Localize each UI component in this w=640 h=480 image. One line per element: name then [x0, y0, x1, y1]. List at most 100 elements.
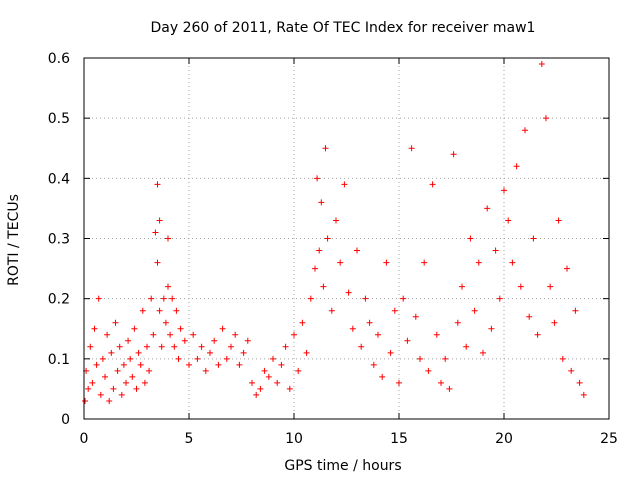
x-tick-label: 0	[80, 431, 89, 447]
data-point	[85, 385, 92, 392]
data-point	[568, 367, 575, 374]
data-point	[167, 331, 174, 338]
data-point	[265, 373, 272, 380]
data-point	[484, 205, 491, 212]
data-point	[240, 349, 247, 356]
y-tick-label: 0.5	[48, 111, 70, 127]
data-point	[417, 355, 423, 362]
data-point	[370, 361, 377, 368]
data-point	[106, 397, 113, 404]
data-point	[345, 289, 352, 296]
data-point	[362, 295, 369, 302]
data-point	[154, 181, 161, 188]
data-point	[391, 307, 398, 314]
data-point	[429, 181, 436, 188]
data-point	[488, 325, 495, 332]
data-point	[198, 343, 205, 350]
data-point	[454, 319, 461, 326]
data-point	[158, 343, 165, 350]
data-point	[186, 361, 192, 368]
data-point	[580, 391, 587, 398]
data-point	[104, 331, 111, 338]
data-point	[146, 367, 153, 374]
data-point	[228, 343, 234, 350]
data-point	[165, 235, 171, 242]
data-point	[194, 355, 201, 362]
data-point	[433, 331, 440, 338]
data-point	[379, 373, 386, 380]
data-point	[307, 295, 314, 302]
data-point	[312, 265, 318, 272]
x-tick-label: 15	[390, 431, 408, 447]
data-point	[169, 295, 176, 302]
data-point	[375, 331, 381, 338]
data-point	[253, 391, 260, 398]
data-point	[165, 283, 171, 290]
grid-lines	[84, 58, 609, 419]
data-point	[471, 307, 478, 314]
data-point	[291, 331, 297, 338]
x-tick-label: 5	[185, 431, 194, 447]
data-point	[139, 307, 146, 314]
data-point	[89, 379, 96, 386]
data-point	[547, 283, 554, 290]
data-point	[286, 385, 293, 392]
data-point	[316, 247, 323, 254]
data-point	[190, 331, 197, 338]
data-point	[446, 385, 453, 392]
y-tick-label: 0.6	[48, 51, 70, 67]
data-point	[400, 295, 407, 302]
data-point	[505, 217, 512, 224]
data-point	[137, 361, 144, 368]
data-point	[173, 307, 180, 314]
y-tick-label: 0	[61, 412, 70, 428]
data-point	[219, 325, 226, 332]
chart-title: Day 260 of 2011, Rate Of TEC Index for r…	[151, 20, 536, 36]
data-point	[87, 343, 94, 350]
data-point	[110, 385, 117, 392]
data-point	[249, 379, 255, 386]
data-point	[148, 295, 155, 302]
data-point	[129, 373, 136, 380]
data-point	[114, 367, 121, 374]
y-tick-label: 0.1	[48, 352, 70, 368]
data-point	[278, 361, 285, 368]
data-point	[160, 295, 167, 302]
axis-tick-labels: 0 5 10 15 20 25 0 0.1 0.2 0.3 0.4 0.5 0.6	[48, 51, 618, 447]
data-point	[366, 319, 373, 326]
data-point	[526, 313, 533, 320]
data-point	[559, 355, 566, 362]
data-point	[181, 337, 188, 344]
data-point	[349, 325, 356, 332]
data-point	[408, 145, 415, 152]
data-point	[513, 163, 520, 170]
data-point	[131, 325, 138, 332]
data-point	[236, 361, 243, 368]
data-point	[314, 175, 321, 182]
data-point	[303, 349, 310, 356]
data-point	[475, 259, 482, 266]
data-point	[322, 145, 329, 152]
data-point	[387, 349, 394, 356]
data-point	[125, 337, 132, 344]
data-point	[442, 355, 449, 362]
data-point	[496, 295, 503, 302]
data-point	[175, 355, 182, 362]
data-point	[328, 307, 335, 314]
data-point	[299, 319, 306, 326]
data-point	[555, 217, 562, 224]
data-point	[450, 151, 457, 158]
data-point	[261, 367, 268, 374]
data-point	[97, 391, 104, 398]
data-point	[324, 235, 331, 242]
data-point	[108, 349, 115, 356]
x-tick-label: 25	[600, 431, 618, 447]
x-axis-label: GPS time / hours	[284, 458, 401, 474]
data-point	[152, 229, 159, 236]
data-point	[270, 355, 276, 362]
data-point	[425, 367, 432, 374]
data-point	[156, 307, 163, 314]
data-point	[150, 331, 157, 338]
data-point	[120, 361, 127, 368]
